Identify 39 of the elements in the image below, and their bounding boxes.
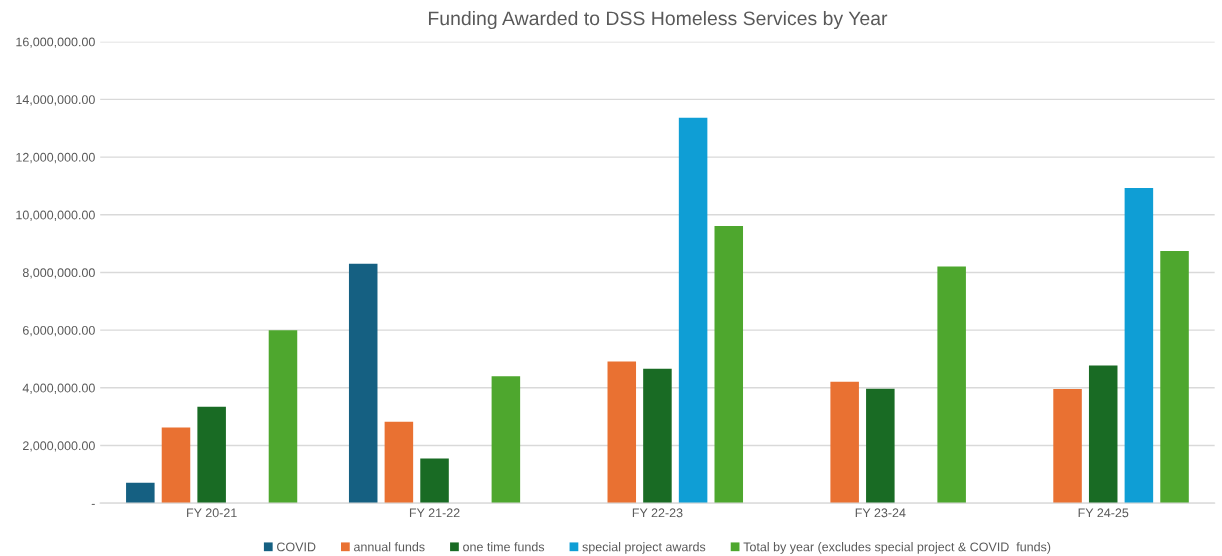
bar [866, 388, 895, 504]
bar [1160, 251, 1189, 504]
bar [1088, 365, 1118, 504]
bar [420, 458, 449, 504]
legend-label: annual funds [354, 542, 425, 552]
x-tick-label: FY 22-23 [632, 508, 683, 518]
y-tick-label: 8,000,000.00 [22, 268, 95, 279]
bar [161, 427, 191, 504]
bar [384, 421, 414, 504]
y-tick-label: 4,000,000.00 [22, 383, 95, 394]
bar [678, 117, 708, 504]
legend-label: COVID [277, 542, 316, 552]
x-tick-label: FY 23-24 [855, 508, 906, 518]
bar [643, 368, 672, 504]
bar [491, 376, 521, 504]
bar [268, 330, 298, 504]
y-tick-label: 6,000,000.00 [23, 325, 95, 337]
chart-title: Funding Awarded to DSS Homeless Services by Year [428, 10, 888, 30]
bar [937, 266, 966, 504]
bar [830, 381, 859, 504]
legend-label: one time funds [463, 542, 545, 552]
y-tick-label: 16,000,000.00 [16, 37, 95, 48]
bar [197, 406, 226, 504]
x-tick-label: FY 24-25 [1078, 508, 1129, 518]
y-tick-label: 2,000,000.00 [22, 441, 95, 452]
x-tick-label: FY 21-22 [409, 508, 460, 518]
bar [607, 361, 637, 504]
bar [126, 482, 155, 504]
y-tick-label: 12,000,000.00 [16, 152, 95, 164]
bar [1124, 187, 1154, 504]
y-tick-label: - [91, 503, 95, 505]
y-tick-label: 14,000,000.00 [16, 95, 95, 106]
legend-label: special project awards [582, 542, 706, 554]
bar [348, 263, 378, 504]
y-tick-label: 10,000,000.00 [16, 210, 95, 221]
bar [1053, 388, 1082, 504]
x-tick-label: FY 20-21 [187, 508, 237, 518]
legend-label: Total by year (excludes special project & COVID funds) [743, 542, 1051, 554]
bar [714, 226, 744, 504]
